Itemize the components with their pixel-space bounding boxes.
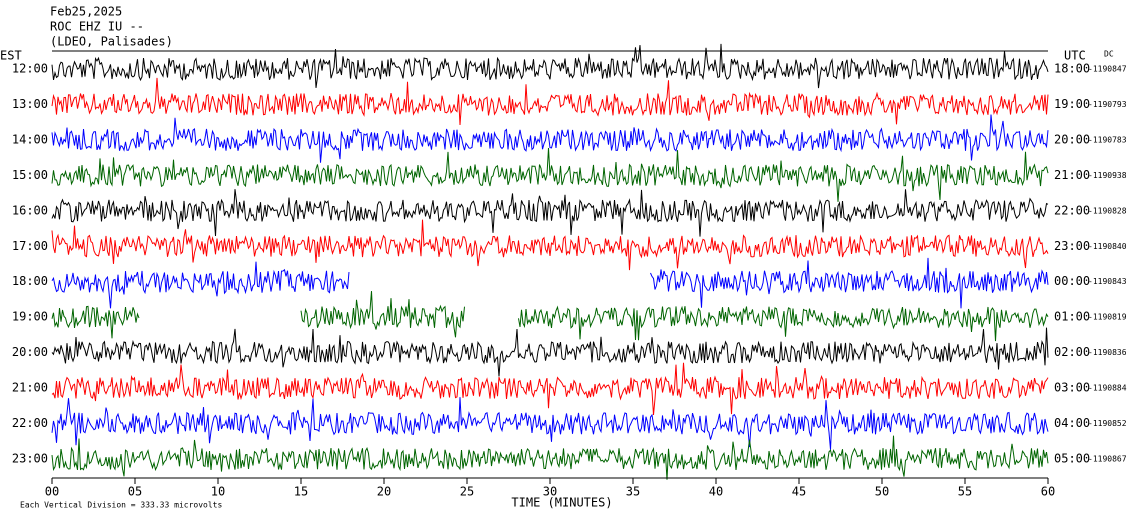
utc-label: 00:00 bbox=[1054, 274, 1090, 288]
x-tick-label: 60 bbox=[1041, 485, 1055, 499]
trace bbox=[51, 327, 1049, 377]
utc-label: 03:00 bbox=[1054, 381, 1090, 395]
offset-label: -1190843 bbox=[1088, 277, 1127, 286]
offset-label: -1190938 bbox=[1088, 171, 1127, 180]
corner-label: DC bbox=[1104, 50, 1114, 59]
utc-label: 21:00 bbox=[1054, 168, 1090, 182]
est-label: 14:00 bbox=[12, 132, 48, 146]
offset-label: -1190783 bbox=[1088, 135, 1127, 144]
trace bbox=[51, 147, 1049, 202]
trace bbox=[51, 77, 1049, 126]
utc-label: 04:00 bbox=[1054, 416, 1090, 430]
utc-label: 22:00 bbox=[1054, 203, 1090, 217]
x-tick-label: 20 bbox=[377, 485, 391, 499]
offset-label: -1190884 bbox=[1088, 384, 1127, 393]
utc-label: 20:00 bbox=[1054, 132, 1090, 146]
est-label: 19:00 bbox=[12, 310, 48, 324]
x-tick-label: 45 bbox=[792, 485, 806, 499]
est-label: 20:00 bbox=[12, 345, 48, 359]
offset-label: -1190840 bbox=[1088, 242, 1127, 251]
x-tick-label: 35 bbox=[626, 485, 640, 499]
trace bbox=[51, 114, 1049, 163]
x-axis-label: TIME (MINUTES) bbox=[511, 496, 612, 510]
utc-label: 23:00 bbox=[1054, 239, 1090, 253]
x-tick-label: 15 bbox=[294, 485, 308, 499]
trace bbox=[51, 397, 1049, 450]
traces bbox=[51, 43, 1049, 480]
est-label: 13:00 bbox=[12, 97, 48, 111]
offset-label: -1190867 bbox=[1088, 454, 1127, 463]
est-label: 18:00 bbox=[12, 274, 48, 288]
title-line: Feb25,2025 bbox=[50, 5, 122, 19]
trace bbox=[51, 43, 1049, 89]
title-line: ROC EHZ IU -- bbox=[50, 20, 144, 34]
trace bbox=[51, 435, 1049, 480]
utc-label: 02:00 bbox=[1054, 345, 1090, 359]
trace bbox=[51, 219, 1049, 271]
utc-label: 18:00 bbox=[1054, 62, 1090, 76]
utc-label: 05:00 bbox=[1054, 451, 1090, 465]
offset-label: -1190836 bbox=[1088, 348, 1127, 357]
est-label: 23:00 bbox=[12, 451, 48, 465]
left-axis-label: EST bbox=[0, 49, 22, 63]
est-label: 12:00 bbox=[12, 62, 48, 76]
x-tick-label: 10 bbox=[211, 485, 225, 499]
offset-label: -1190793 bbox=[1088, 100, 1127, 109]
offset-label: -1190819 bbox=[1088, 313, 1127, 322]
x-tick-label: 25 bbox=[460, 485, 474, 499]
x-tick-label: 40 bbox=[709, 485, 723, 499]
est-label: 16:00 bbox=[12, 203, 48, 217]
x-tick-label: 55 bbox=[958, 485, 972, 499]
trace bbox=[51, 189, 1049, 237]
title-line: (LDEO, Palisades) bbox=[50, 35, 173, 49]
x-tick-label: 05 bbox=[128, 485, 142, 499]
offset-label: -1190852 bbox=[1088, 419, 1127, 428]
x-tick-label: 50 bbox=[875, 485, 889, 499]
x-tick-label: 30 bbox=[543, 485, 557, 499]
utc-label: 01:00 bbox=[1054, 310, 1090, 324]
trace bbox=[51, 291, 1049, 342]
est-label: 21:00 bbox=[12, 381, 48, 395]
x-tick-label: 00 bbox=[45, 485, 59, 499]
right-axis-label: UTC bbox=[1064, 49, 1086, 63]
offset-label: -1190847 bbox=[1088, 65, 1127, 74]
trace bbox=[51, 257, 1049, 309]
offset-label: -1190828 bbox=[1088, 206, 1127, 215]
footer: Each Vertical Division = 333.33 microvol… bbox=[20, 501, 222, 510]
est-label: 22:00 bbox=[12, 416, 48, 430]
est-label: 15:00 bbox=[12, 168, 48, 182]
trace bbox=[51, 362, 1049, 416]
est-label: 17:00 bbox=[12, 239, 48, 253]
utc-label: 19:00 bbox=[1054, 97, 1090, 111]
